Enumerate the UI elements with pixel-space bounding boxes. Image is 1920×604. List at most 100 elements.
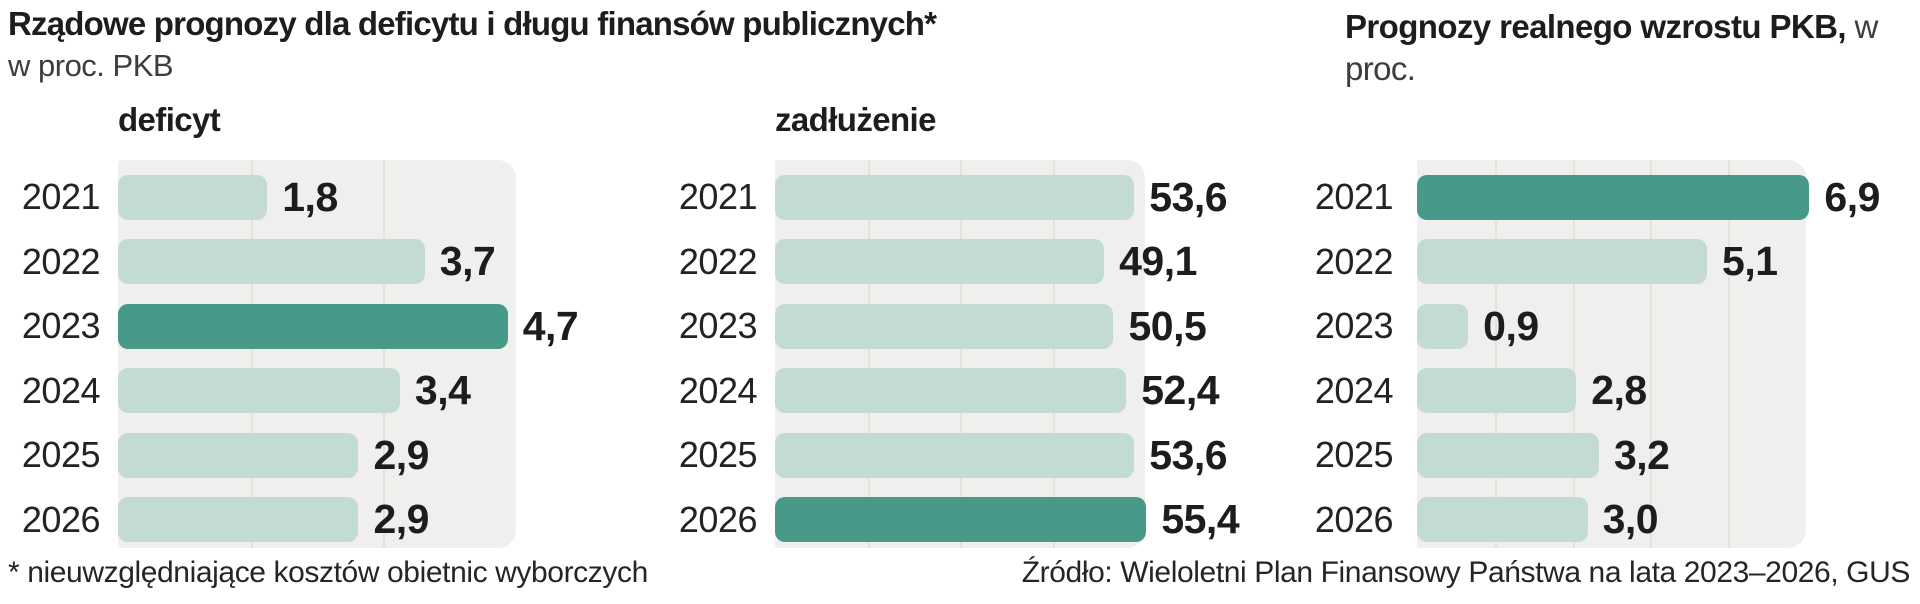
- chart-row: 2026 55,4: [560, 488, 1375, 553]
- year-label: 2021: [678, 176, 758, 218]
- value-label: 2,9: [373, 496, 429, 543]
- chart-row: 2025 53,6: [560, 423, 1375, 488]
- year-label: 2025: [21, 434, 101, 476]
- bar: [1417, 239, 1708, 285]
- chart-row: 2024 3,4: [8, 359, 746, 424]
- value-label: 2,8: [1591, 367, 1647, 414]
- year-label: 2021: [1314, 176, 1394, 218]
- page-title: Rządowe prognozy dla deficytu i długu fi…: [8, 5, 937, 42]
- chart-row: 2023 50,5: [560, 294, 1375, 359]
- gridline: [960, 160, 962, 548]
- chart-row: 2026 3,0: [1290, 488, 1920, 553]
- value-label: 6,9: [1824, 173, 1880, 220]
- bar: [775, 303, 1114, 349]
- chart-panel-zadluzenie: zadłużenie 2021 53,6 2022 49,1 2023 50,5 2024 52…: [560, 101, 1375, 552]
- year-label: 2023: [1314, 305, 1394, 347]
- value-label: 3,0: [1602, 496, 1659, 543]
- gridline: [867, 160, 870, 548]
- bar: [118, 239, 425, 285]
- value-label: 53,6: [1149, 431, 1228, 478]
- chart-row: 2022 49,1: [560, 230, 1375, 295]
- value-label: 50,5: [1128, 302, 1207, 349]
- chart-row: 2021 1,8: [8, 165, 746, 230]
- year-label: 2021: [21, 176, 101, 218]
- source-note: Źródło: Wieloletni Plan Finansowy Państw…: [1021, 556, 1911, 589]
- value-label: 2,9: [373, 431, 429, 478]
- gridline: [1572, 160, 1575, 548]
- year-label: 2022: [678, 240, 758, 282]
- chart-row: 2022 5,1: [1290, 230, 1920, 295]
- chart-row: 2021 6,9: [1290, 165, 1920, 230]
- bar: [118, 497, 359, 543]
- gridline: [1728, 160, 1731, 548]
- page-subtitle: w proc. PKB: [8, 48, 174, 83]
- chart-title: zadłużenie: [775, 101, 936, 138]
- year-label: 2026: [21, 498, 101, 540]
- value-label: 3,4: [414, 367, 471, 414]
- gridline: [1052, 160, 1055, 548]
- chart-row: 2026 2,9: [8, 488, 746, 553]
- bar: [775, 239, 1105, 285]
- year-label: 2026: [678, 498, 758, 540]
- year-label: 2023: [21, 305, 101, 347]
- bar: [118, 432, 359, 478]
- chart-row: 2023 4,7: [8, 294, 746, 359]
- year-label: 2022: [1314, 240, 1394, 282]
- right-chart-title-bold: Prognozy realnego wzrostu PKB,: [1345, 8, 1847, 45]
- chart-row: 2021 53,6: [560, 165, 1375, 230]
- value-label: 55,4: [1161, 496, 1240, 543]
- year-label: 2024: [678, 369, 758, 411]
- gridline: [383, 160, 386, 548]
- value-label: 49,1: [1119, 238, 1197, 285]
- value-label: 0,9: [1483, 302, 1539, 349]
- value-label: 4,7: [522, 302, 579, 349]
- value-label: 5,1: [1722, 238, 1778, 285]
- right-chart-title: Prognozy realnego wzrostu PKB, w proc.: [1345, 6, 1905, 90]
- chart-rows: 2021 6,9 2022 5,1 2023 0,9 2024 2,8 2025 3,2 2026 3…: [1290, 165, 1920, 552]
- bar: [1417, 497, 1588, 543]
- bar: [775, 432, 1135, 478]
- chart-row: 2023 0,9: [1290, 294, 1920, 359]
- year-label: 2026: [1314, 498, 1394, 540]
- right-chart-title-unit: w proc.: [1345, 8, 1878, 87]
- gridline: [1650, 160, 1653, 548]
- gridline: [250, 160, 253, 548]
- value-label: 52,4: [1141, 367, 1220, 414]
- year-label: 2022: [21, 240, 101, 282]
- value-label: 3,2: [1613, 431, 1670, 478]
- chart-rows: 2021 53,6 2022 49,1 2023 50,5 2024 52,4 2025 53,6…: [560, 165, 1375, 552]
- chart-title: deficyt: [118, 101, 221, 138]
- bar: [775, 497, 1147, 543]
- plot-area: [118, 160, 516, 548]
- plot-area: [775, 160, 1145, 548]
- header: Rządowe prognozy dla deficytu i długu fi…: [8, 4, 937, 84]
- bar: [775, 368, 1127, 414]
- year-label: 2025: [678, 434, 758, 476]
- year-label: 2024: [1314, 369, 1394, 411]
- chart-row: 2024 2,8: [1290, 359, 1920, 424]
- bar: [118, 174, 268, 220]
- plot-area: [1417, 160, 1806, 548]
- chart-row: 2022 3,7: [8, 230, 746, 295]
- chart-row: 2024 52,4: [560, 359, 1375, 424]
- year-label: 2024: [21, 369, 101, 411]
- bar: [118, 303, 508, 349]
- chart-panel-pkb-wzrost: 2021 6,9 2022 5,1 2023 0,9 2024 2,8 2025 3,2 2026 3…: [1290, 160, 1920, 552]
- value-label: 1,8: [282, 173, 338, 220]
- chart-panel-deficyt: deficyt 2021 1,8 2022 3,7 2023 4,7 2024 3,4 2025 2…: [8, 101, 746, 552]
- value-label: 53,6: [1149, 173, 1228, 220]
- bar: [1417, 368, 1577, 414]
- year-label: 2023: [678, 305, 758, 347]
- bar: [1417, 432, 1599, 478]
- footnote: * nieuwzględniające kosztów obietnic wyb…: [8, 556, 648, 589]
- year-label: 2025: [1314, 434, 1394, 476]
- bar: [775, 174, 1135, 220]
- bar: [1417, 303, 1469, 349]
- chart-row: 2025 3,2: [1290, 423, 1920, 488]
- gridline: [1494, 160, 1497, 548]
- value-label: 3,7: [439, 238, 496, 285]
- chart-rows: 2021 1,8 2022 3,7 2023 4,7 2024 3,4 2025 2,9 2026 2…: [8, 165, 746, 552]
- bar: [118, 368, 400, 414]
- chart-row: 2025 2,9: [8, 423, 746, 488]
- bar: [1417, 174, 1810, 220]
